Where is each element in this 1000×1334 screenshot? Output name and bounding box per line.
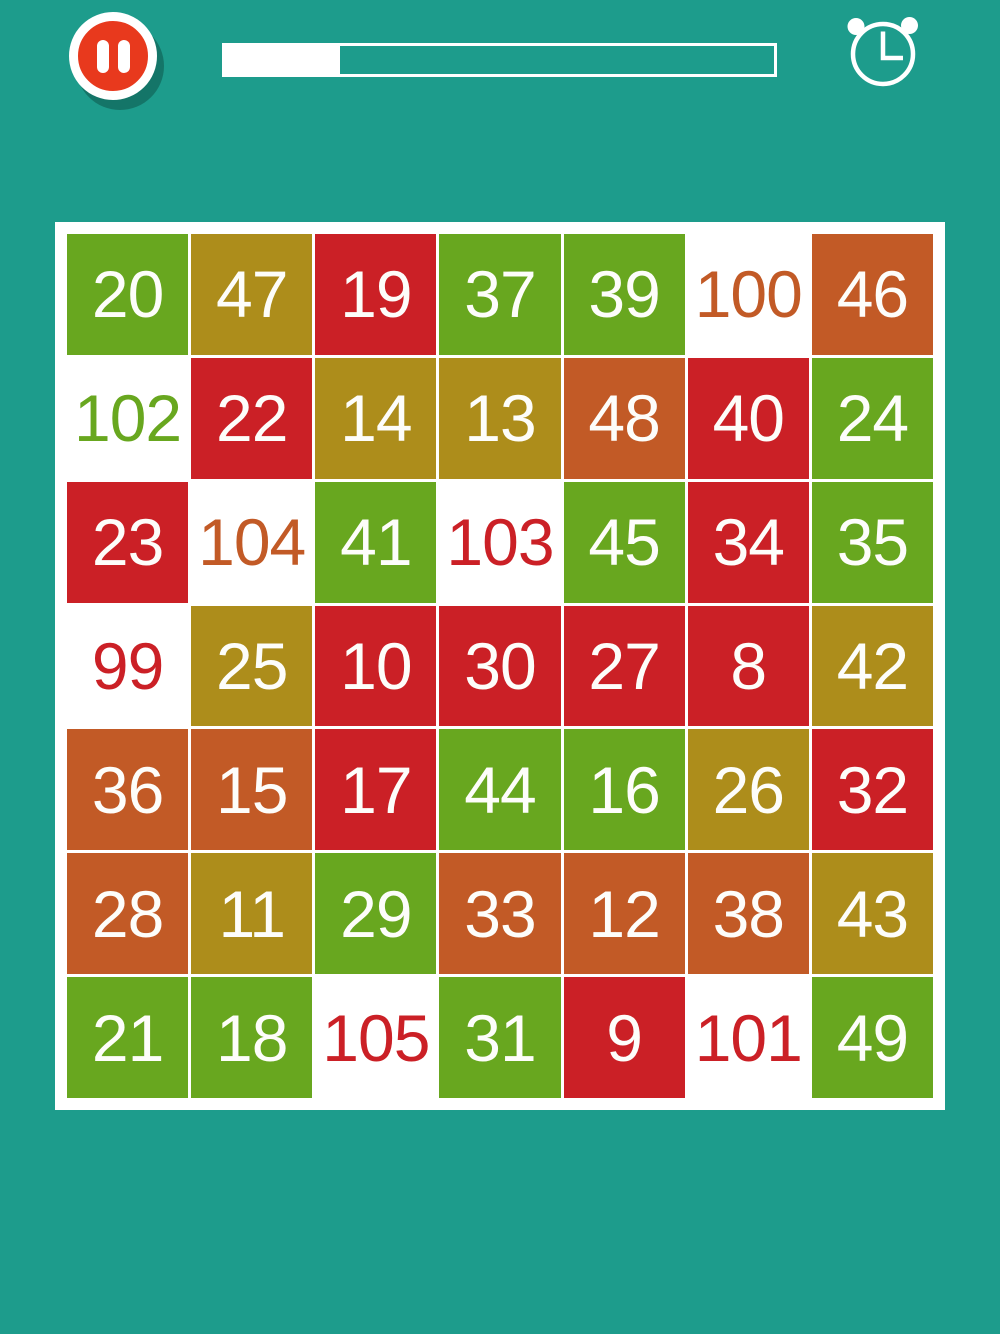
tile-10[interactable]: 10 (315, 605, 437, 727)
pause-button[interactable] (69, 12, 157, 100)
tile-44[interactable]: 44 (439, 729, 561, 851)
pause-icon-bar (117, 39, 130, 73)
tile-11[interactable]: 11 (191, 853, 313, 975)
tile-24[interactable]: 24 (811, 357, 933, 479)
tile-45[interactable]: 45 (563, 481, 685, 603)
tile-8[interactable]: 8 (687, 605, 809, 727)
tile-42[interactable]: 42 (811, 605, 933, 727)
tile-41[interactable]: 41 (315, 481, 437, 603)
pause-icon-bar (96, 39, 109, 73)
tile-46[interactable]: 46 (811, 234, 933, 355)
tile-23[interactable]: 23 (67, 481, 189, 603)
clock-hands (880, 31, 903, 61)
tile-cleared-104: 104 (191, 481, 313, 603)
tile-26[interactable]: 26 (687, 729, 809, 851)
alarm-bell-left (847, 18, 865, 35)
tile-34[interactable]: 34 (687, 481, 809, 603)
tile-17[interactable]: 17 (315, 729, 437, 851)
tile-cleared-105: 105 (315, 977, 437, 1098)
tile-29[interactable]: 29 (315, 853, 437, 975)
tile-25[interactable]: 25 (191, 605, 313, 727)
tile-47[interactable]: 47 (191, 234, 313, 355)
tile-cleared-103: 103 (439, 481, 561, 603)
tile-21[interactable]: 21 (67, 977, 189, 1098)
tile-32[interactable]: 32 (811, 729, 933, 851)
tile-13[interactable]: 13 (439, 357, 561, 479)
tile-cleared-101: 101 (687, 977, 809, 1098)
tile-16[interactable]: 16 (563, 729, 685, 851)
pause-icon (96, 39, 130, 73)
tile-49[interactable]: 49 (811, 977, 933, 1098)
tile-15[interactable]: 15 (191, 729, 313, 851)
tile-14[interactable]: 14 (315, 357, 437, 479)
tile-18[interactable]: 18 (191, 977, 313, 1098)
tile-12[interactable]: 12 (563, 853, 685, 975)
level-progress-fill (225, 46, 341, 74)
tile-cleared-99: 99 (67, 605, 189, 727)
tile-9[interactable]: 9 (563, 977, 685, 1098)
alarm-bell-right (901, 17, 918, 34)
tile-31[interactable]: 31 (439, 977, 561, 1098)
tile-43[interactable]: 43 (811, 853, 933, 975)
tile-40[interactable]: 40 (687, 357, 809, 479)
tile-cleared-102: 102 (67, 357, 189, 479)
number-grid-board: 20 47 19 37 39 100 46 102 22 14 13 48 40 24 23 104 41 103… (55, 222, 945, 1110)
tile-48[interactable]: 48 (563, 357, 685, 479)
tile-22[interactable]: 22 (191, 357, 313, 479)
alarm-clock-icon (847, 17, 918, 87)
tile-27[interactable]: 27 (563, 605, 685, 727)
tile-37[interactable]: 37 (439, 234, 561, 355)
tile-30[interactable]: 30 (439, 605, 561, 727)
tile-19[interactable]: 19 (315, 234, 437, 355)
tile-cleared-100: 100 (687, 234, 809, 355)
tile-33[interactable]: 33 (439, 853, 561, 975)
tile-36[interactable]: 36 (67, 729, 189, 851)
tile-35[interactable]: 35 (811, 481, 933, 603)
level-progress-bar (222, 43, 777, 77)
tile-38[interactable]: 38 (687, 853, 809, 975)
tile-39[interactable]: 39 (563, 234, 685, 355)
tile-28[interactable]: 28 (67, 853, 189, 975)
tile-20[interactable]: 20 (67, 234, 189, 355)
